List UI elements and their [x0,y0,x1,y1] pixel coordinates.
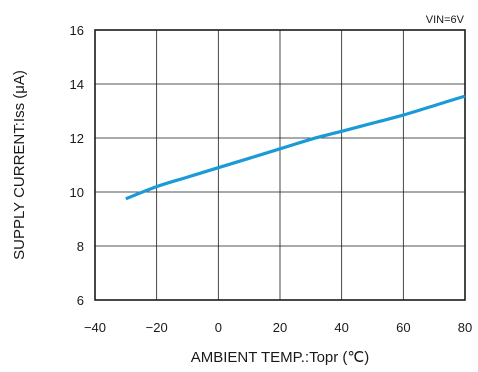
y-tick-label: 8 [77,239,84,254]
x-tick-label: 60 [396,320,410,335]
condition-label: VIN=6V [426,14,465,26]
x-axis-label: AMBIENT TEMP.:Topr (℃) [191,349,370,366]
x-tick-label: 0 [215,320,222,335]
x-tick-label: −40 [84,320,106,335]
y-tick-label: 10 [70,185,84,200]
x-tick-label: 40 [334,320,348,335]
grid [95,30,465,300]
series-group [125,94,466,201]
plot-frame [94,29,466,301]
y-tick-label: 6 [77,293,84,308]
series-line [125,94,466,201]
y-tick-labels: 6 8 10 12 14 16 [70,23,84,308]
y-tick-label: 14 [70,77,84,92]
y-tick-label: 12 [70,131,84,146]
y-tick-label: 16 [70,23,84,38]
x-tick-label: −20 [146,320,168,335]
x-tick-labels: −40 −20 0 20 40 60 80 [84,320,472,335]
x-tick-label: 80 [458,320,472,335]
x-tick-label: 20 [273,320,287,335]
y-axis-label: SUPPLY CURRENT:Iss (μA) [11,70,28,260]
